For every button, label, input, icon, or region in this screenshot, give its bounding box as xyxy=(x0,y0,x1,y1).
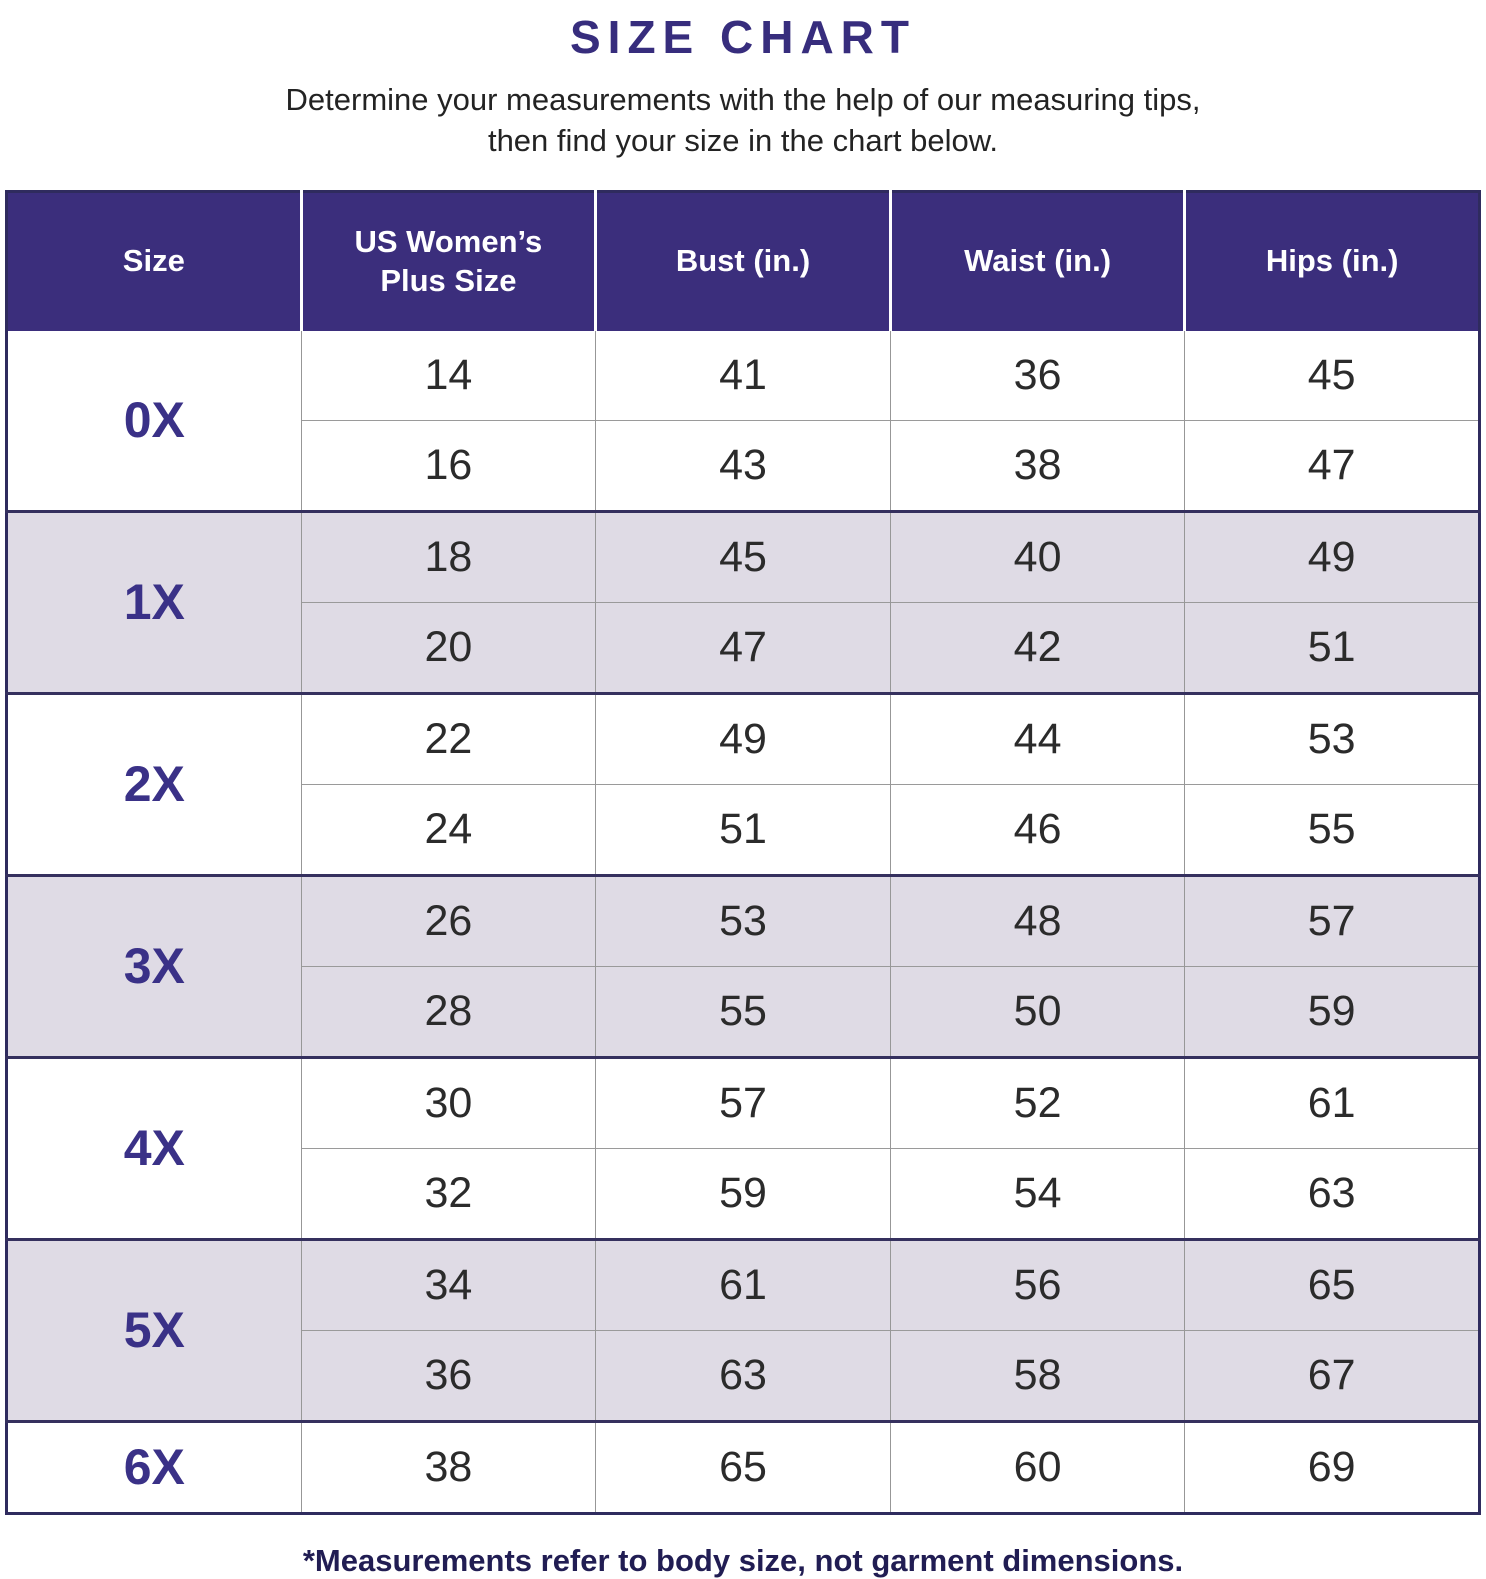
column-header-us-plus-size: US Women’s Plus Size xyxy=(301,191,598,331)
subtitle-line-2: then find your size in the chart below. xyxy=(487,122,999,158)
measurement-cell: 57 xyxy=(1184,873,1480,967)
measurement-cell: 55 xyxy=(595,965,891,1058)
measurement-cell: 59 xyxy=(1184,965,1480,1058)
measurement-cell: 47 xyxy=(1184,419,1480,512)
footnote-text: *Measurements refer to body size, not ga… xyxy=(302,1542,1184,1578)
measurement-cell: 65 xyxy=(595,1419,891,1514)
size-label-5x: 5X xyxy=(6,1237,302,1422)
table-row: 32 59 54 63 xyxy=(7,1147,1480,1240)
header-row: Size US Women’s Plus Size Bust (in.) Wai… xyxy=(6,191,1480,331)
table-row: 2X 22 49 44 53 xyxy=(6,691,1480,876)
measurement-cell: 58 xyxy=(890,1329,1186,1422)
measurement-cell: 52 xyxy=(890,1055,1186,1149)
measurement-cell: 42 xyxy=(890,601,1186,694)
measurement-cell: 47 xyxy=(595,601,891,694)
measurement-cell: 30 xyxy=(301,1055,597,1149)
column-header-size: Size xyxy=(6,191,303,331)
measurement-cell: 22 xyxy=(301,691,597,785)
table-row: 4X 30 57 52 61 xyxy=(6,1055,1480,1240)
measurement-cell: 48 xyxy=(890,873,1186,967)
measurement-cell: 63 xyxy=(1184,1147,1480,1240)
size-label-6x: 6X xyxy=(6,1419,302,1514)
size-chart-page: SIZE CHART Determine your measurements w… xyxy=(0,11,1486,1578)
measurement-cell: 45 xyxy=(595,509,891,603)
measurement-cell: 38 xyxy=(890,419,1186,512)
measurement-cell: 56 xyxy=(890,1237,1186,1331)
measurement-cell: 18 xyxy=(301,509,597,603)
table-row: 0X 14 41 36 45 xyxy=(6,330,1480,512)
column-header-waist: Waist (in.) xyxy=(890,191,1187,331)
measurement-cell: 34 xyxy=(301,1237,597,1331)
column-header-bust: Bust (in.) xyxy=(595,191,892,331)
size-label-4x: 4X xyxy=(6,1055,302,1240)
measurement-cell: 36 xyxy=(890,330,1186,421)
measurement-cell: 61 xyxy=(595,1237,891,1331)
measurement-cell: 53 xyxy=(595,873,891,967)
measurement-cell: 40 xyxy=(890,509,1186,603)
measurement-cell: 24 xyxy=(301,783,597,876)
column-header-hips: Hips (in.) xyxy=(1184,191,1480,331)
measurement-cell: 38 xyxy=(301,1419,597,1514)
measurement-cell: 26 xyxy=(301,873,597,967)
table-row: 16 43 38 47 xyxy=(7,419,1480,512)
table-row: 28 55 50 59 xyxy=(7,965,1480,1058)
table-row: 3X 26 53 48 57 xyxy=(6,873,1480,1058)
measurement-cell: 46 xyxy=(890,783,1186,876)
table-row: 20 47 42 51 xyxy=(7,601,1480,694)
table-row: 6X 38 65 60 69 xyxy=(6,1419,1480,1514)
measurement-cell: 67 xyxy=(1184,1329,1480,1422)
subtitle: Determine your measurements with the hel… xyxy=(0,80,1486,162)
measurement-cell: 49 xyxy=(595,691,891,785)
size-label-1x: 1X xyxy=(6,509,302,694)
measurement-cell: 14 xyxy=(301,330,597,421)
size-label-2x: 2X xyxy=(6,691,302,876)
table-row: 24 51 46 55 xyxy=(7,783,1480,876)
measurement-cell: 57 xyxy=(595,1055,891,1149)
measurement-cell: 53 xyxy=(1184,691,1480,785)
measurement-cell: 61 xyxy=(1184,1055,1480,1149)
measurement-cell: 43 xyxy=(595,419,891,512)
measurement-cell: 16 xyxy=(301,419,597,512)
measurement-cell: 65 xyxy=(1184,1237,1480,1331)
measurement-cell: 20 xyxy=(301,601,597,694)
measurement-cell: 51 xyxy=(1184,601,1480,694)
size-label-3x: 3X xyxy=(6,873,302,1058)
measurement-cell: 59 xyxy=(595,1147,891,1240)
measurement-cell: 69 xyxy=(1184,1419,1480,1514)
measurement-cell: 51 xyxy=(595,783,891,876)
measurement-cell: 28 xyxy=(301,965,597,1058)
measurement-cell: 63 xyxy=(595,1329,891,1422)
page-title: SIZE CHART xyxy=(570,11,916,63)
measurement-cell: 36 xyxy=(301,1329,597,1422)
size-label-0x: 0X xyxy=(6,330,302,512)
table-row: 5X 34 61 56 65 xyxy=(6,1237,1480,1422)
measurement-cell: 41 xyxy=(595,330,891,421)
table-row: 1X 18 45 40 49 xyxy=(6,509,1480,694)
measurement-cell: 45 xyxy=(1184,330,1480,421)
measurement-cell: 32 xyxy=(301,1147,597,1240)
measurement-cell: 54 xyxy=(890,1147,1186,1240)
measurement-cell: 49 xyxy=(1184,509,1480,603)
measurement-cell: 44 xyxy=(890,691,1186,785)
measurement-cell: 50 xyxy=(890,965,1186,1058)
measurement-cell: 55 xyxy=(1184,783,1480,876)
size-chart-table: Size US Women’s Plus Size Bust (in.) Wai… xyxy=(5,189,1481,1515)
measurement-cell: 60 xyxy=(890,1419,1186,1514)
table-row: 36 63 58 67 xyxy=(7,1329,1480,1422)
subtitle-line-1: Determine your measurements with the hel… xyxy=(285,82,1201,117)
